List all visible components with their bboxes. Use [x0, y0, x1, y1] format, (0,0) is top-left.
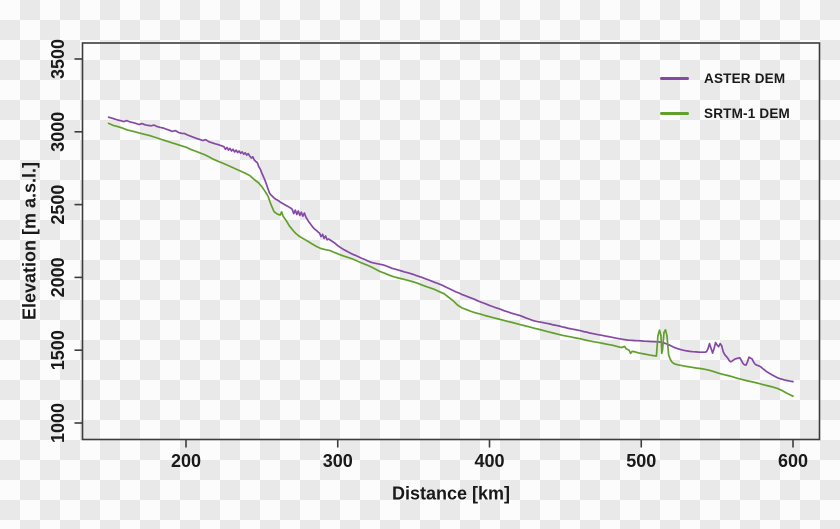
x-tick-label: 300: [323, 451, 353, 471]
x-tick-label: 400: [474, 451, 504, 471]
y-tick-label: 3000: [48, 112, 68, 152]
legend-item-srtm-1-dem: SRTM-1 DEM: [660, 103, 790, 124]
plot-border: [81, 42, 821, 441]
srtm-1-dem-line-swatch: [660, 112, 689, 115]
x-axis-title: Distance [km]: [391, 483, 511, 504]
x-tick-label: 200: [171, 451, 201, 471]
aster-dem-line-swatch: [660, 77, 689, 80]
legend-label-srtm-1-dem: SRTM-1 DEM: [704, 106, 790, 121]
x-tick-label: 500: [626, 451, 656, 471]
y-tick-label: 2500: [48, 185, 68, 225]
legend: ASTER DEM SRTM-1 DEM: [660, 68, 790, 124]
y-axis-title: Elevation [m a.s.l.]: [19, 161, 40, 321]
y-tick-label: 3500: [48, 39, 68, 79]
y-tick-label: 2000: [48, 257, 68, 297]
legend-item-aster-dem: ASTER DEM: [660, 68, 790, 89]
x-tick-label: 600: [778, 451, 808, 471]
y-tick-label: 1500: [48, 330, 68, 370]
srtm-1-dem-series-line: [107, 122, 794, 398]
legend-label-aster-dem: ASTER DEM: [704, 71, 786, 86]
aster-dem-series-line: [107, 116, 794, 383]
y-tick-label: 1000: [48, 403, 68, 443]
